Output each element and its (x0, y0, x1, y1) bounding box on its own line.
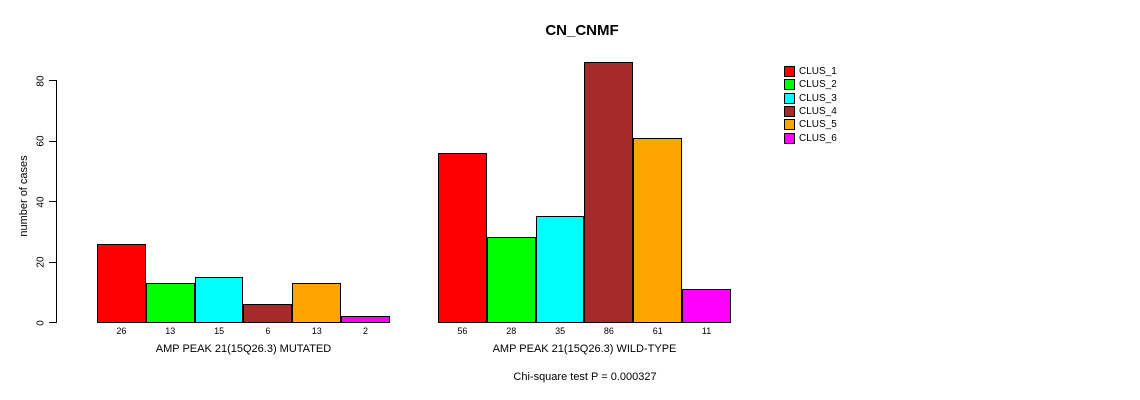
legend: CLUS_1 CLUS_2 CLUS_3 CLUS_4 CLUS_5 CLUS_6 (784, 65, 837, 145)
bar-value-label: 11 (701, 326, 712, 336)
y-axis-tick (49, 140, 56, 142)
bar-value-label: 61 (652, 326, 663, 336)
legend-swatch-icon (784, 92, 795, 104)
legend-item: CLUS_2 (784, 78, 837, 91)
legend-swatch-icon (784, 132, 795, 144)
bar-clus-5 (633, 137, 683, 323)
y-axis-tick-label: 60 (35, 135, 47, 147)
y-axis-tick (49, 201, 56, 203)
x-axis-group-label: AMP PEAK 21(15Q26.3) MUTATED (155, 343, 332, 355)
y-axis-tick (49, 261, 56, 263)
bar-value-label: 2 (363, 326, 369, 336)
legend-item: CLUS_6 (784, 131, 837, 144)
y-axis-tick (49, 80, 56, 82)
bar-clus-3 (194, 276, 244, 323)
legend-label: CLUS_2 (799, 79, 837, 91)
chart-title: CN_CNMF (545, 22, 619, 39)
legend-label: CLUS_1 (799, 66, 837, 78)
legend-item: CLUS_3 (784, 92, 837, 105)
y-axis-label: number of cases (18, 155, 30, 237)
y-axis-tick-label: 20 (35, 256, 47, 268)
bar-value-label: 56 (457, 326, 468, 336)
bar-clus-5 (292, 282, 342, 323)
bar-clus-1 (438, 152, 487, 323)
legend-swatch-icon (784, 79, 795, 91)
bar-value-label: 26 (116, 326, 127, 336)
bar-clus-4 (243, 303, 293, 323)
bar-value-label: 28 (506, 326, 517, 336)
legend-swatch-icon (784, 119, 795, 131)
legend-swatch-icon (784, 66, 795, 78)
bar-clus-1 (97, 243, 146, 323)
bar-value-label: 86 (603, 326, 614, 336)
bar-clus-2 (145, 282, 195, 323)
bar-clus-2 (486, 237, 536, 323)
legend-item: CLUS_1 (784, 65, 837, 78)
y-axis-tick-label: 40 (35, 196, 47, 208)
legend-swatch-icon (784, 106, 795, 118)
bar-clus-4 (584, 62, 634, 323)
bar-clus-3 (535, 216, 585, 323)
bar-value-label: 35 (555, 326, 566, 336)
y-axis-tick (49, 322, 56, 323)
x-axis-group-label: AMP PEAK 21(15Q26.3) WILD-TYPE (492, 343, 677, 355)
bar-value-label: 13 (311, 326, 322, 336)
bar-value-label: 6 (265, 326, 271, 336)
legend-label: CLUS_6 (799, 132, 837, 144)
bar-clus-6 (341, 315, 390, 323)
legend-item: CLUS_5 (784, 118, 837, 131)
legend-label: CLUS_3 (799, 92, 837, 104)
chi-square-test-note: Chi-square test P = 0.000327 (513, 371, 657, 383)
bar-value-label: 15 (214, 326, 225, 336)
bar-value-label: 13 (165, 326, 176, 336)
y-axis-tick-label: 0 (35, 319, 47, 326)
legend-label: CLUS_5 (799, 119, 837, 131)
y-axis-line (56, 80, 57, 323)
y-axis-tick-label: 80 (35, 75, 47, 87)
legend-item: CLUS_4 (784, 105, 837, 118)
legend-label: CLUS_4 (799, 106, 837, 118)
bar-clus-6 (682, 288, 731, 323)
